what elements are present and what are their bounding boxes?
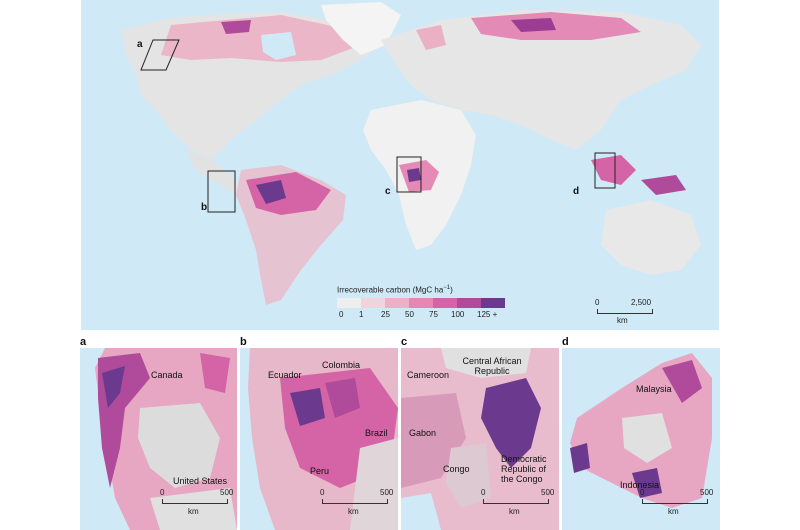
- panel-letter-b: b: [240, 336, 247, 348]
- panel-letter-c: c: [401, 336, 408, 348]
- scandinavia-carbon: [416, 25, 446, 50]
- inset-d-map: Malaysia Indonesia 0 500 km: [562, 348, 720, 530]
- siberia-dense-carbon: [511, 18, 556, 32]
- inset-d-graphic: [562, 348, 720, 530]
- place-label-colombia: Colombia: [322, 360, 361, 370]
- legend-tick-6: 125 +: [477, 310, 498, 319]
- place-label-indonesia: Indonesia: [620, 480, 660, 490]
- legend-tick-2: 25: [381, 310, 390, 319]
- legend-tick-1: 1: [359, 310, 364, 319]
- world-map-graphic: [121, 2, 701, 305]
- greenland-landmass: [321, 2, 401, 55]
- main-scale-unit: km: [617, 316, 628, 325]
- legend-swatch-1: [361, 298, 385, 308]
- legend-title: Irrecoverable carbon (MgC ha−1): [337, 285, 453, 295]
- place-label-brazil: Brazil: [365, 428, 388, 438]
- inset-b-scale: 0 500 km: [320, 488, 394, 516]
- inset-c-map: Cameroon Central African Republic Gabon …: [401, 348, 559, 530]
- inset-a-graphic: [80, 348, 237, 530]
- canada-carbon: [161, 15, 361, 62]
- place-label-drc: Democratic Republic of the Congo: [501, 454, 547, 484]
- legend-swatch-0: [337, 298, 361, 308]
- main-scale-start: 0: [595, 298, 600, 307]
- region-label-d: d: [573, 186, 580, 197]
- inset-b-graphic: [240, 348, 398, 530]
- amazon-dense-carbon: [256, 180, 286, 204]
- inset-d-scale: 0 500 km: [640, 488, 714, 516]
- australia-landmass: [601, 200, 701, 275]
- place-label-congo: Congo: [443, 464, 470, 474]
- canada-hudson: [261, 32, 296, 60]
- inset-c-graphic: [401, 348, 559, 530]
- region-label-b: b: [201, 202, 208, 213]
- region-box-a: [140, 39, 180, 71]
- place-label-peru: Peru: [310, 466, 330, 476]
- legend-tick-0: 0: [339, 310, 344, 319]
- legend-swatch-2: [385, 298, 409, 308]
- place-label-central-african-republic: Central African Republic: [462, 356, 522, 376]
- southeast-asia-carbon: [591, 155, 636, 185]
- world-map: a b c d: [81, 0, 719, 330]
- inset-b-map: Ecuador Colombia Peru Brazil 0 500 km: [240, 348, 398, 530]
- legend-tick-5: 100: [451, 310, 465, 319]
- legend-swatch-5: [457, 298, 481, 308]
- new-guinea-carbon: [641, 175, 686, 195]
- main-scale-bar: 0 2,500 km: [595, 298, 665, 328]
- place-label-united-states: United States: [173, 476, 228, 486]
- place-label-ecuador: Ecuador: [268, 370, 302, 380]
- congo-dense-carbon: [407, 168, 421, 182]
- region-label-a: a: [137, 39, 143, 50]
- inset-a-scale: 0 500 km: [160, 488, 234, 516]
- region-label-c: c: [385, 186, 391, 197]
- main-scale-line: [597, 309, 653, 314]
- place-label-canada: Canada: [151, 370, 183, 380]
- main-scale-end: 2,500: [631, 298, 652, 307]
- place-label-malaysia: Malaysia: [636, 384, 672, 394]
- legend-tick-labels: 0 1 25 50 75 100 125 +: [337, 310, 517, 322]
- siberia-carbon: [471, 12, 641, 40]
- inset-a-map: Canada United States 0 500 km: [80, 348, 237, 530]
- legend-swatch-3: [409, 298, 433, 308]
- place-label-cameroon: Cameroon: [407, 370, 450, 380]
- region-box-d: [594, 152, 616, 189]
- region-box-b: [207, 170, 236, 213]
- panel-letter-d: d: [562, 336, 569, 348]
- legend-tick-3: 50: [405, 310, 414, 319]
- eurasia-landmass: [381, 10, 701, 150]
- legend-color-bar: [337, 298, 505, 308]
- inset-c-scale: 0 500 km: [481, 488, 555, 516]
- legend-swatch-6: [481, 298, 505, 308]
- canada-dense-carbon: [221, 20, 251, 34]
- legend-tick-4: 75: [429, 310, 438, 319]
- panel-letter-a: a: [80, 336, 87, 348]
- place-label-gabon: Gabon: [409, 428, 437, 438]
- region-box-c: [396, 156, 422, 193]
- legend-swatch-4: [433, 298, 457, 308]
